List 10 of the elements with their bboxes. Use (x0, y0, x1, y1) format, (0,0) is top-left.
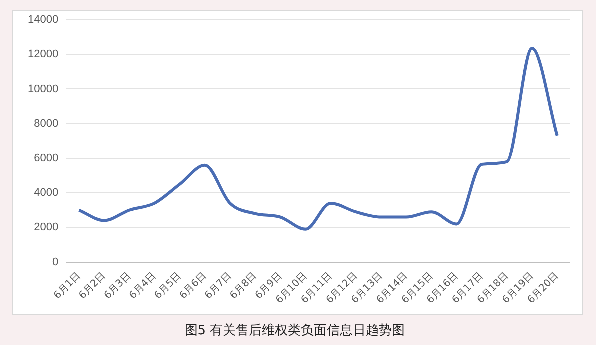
text: 图5 有关售后维权类负面信息日趋势图 (184, 324, 406, 339)
y-tick-label: 14000 (28, 14, 59, 26)
line-series (78, 47, 559, 231)
y-tick-label: 12000 (28, 48, 59, 61)
y-tick-label: 0 (52, 256, 59, 268)
y-tick-label: 8000 (34, 118, 59, 130)
y-tick-label: 6000 (34, 152, 59, 164)
y-tick-label: 10000 (28, 83, 59, 96)
y-tick-label: 2000 (34, 222, 59, 234)
y-tick-label: 4000 (34, 187, 59, 200)
